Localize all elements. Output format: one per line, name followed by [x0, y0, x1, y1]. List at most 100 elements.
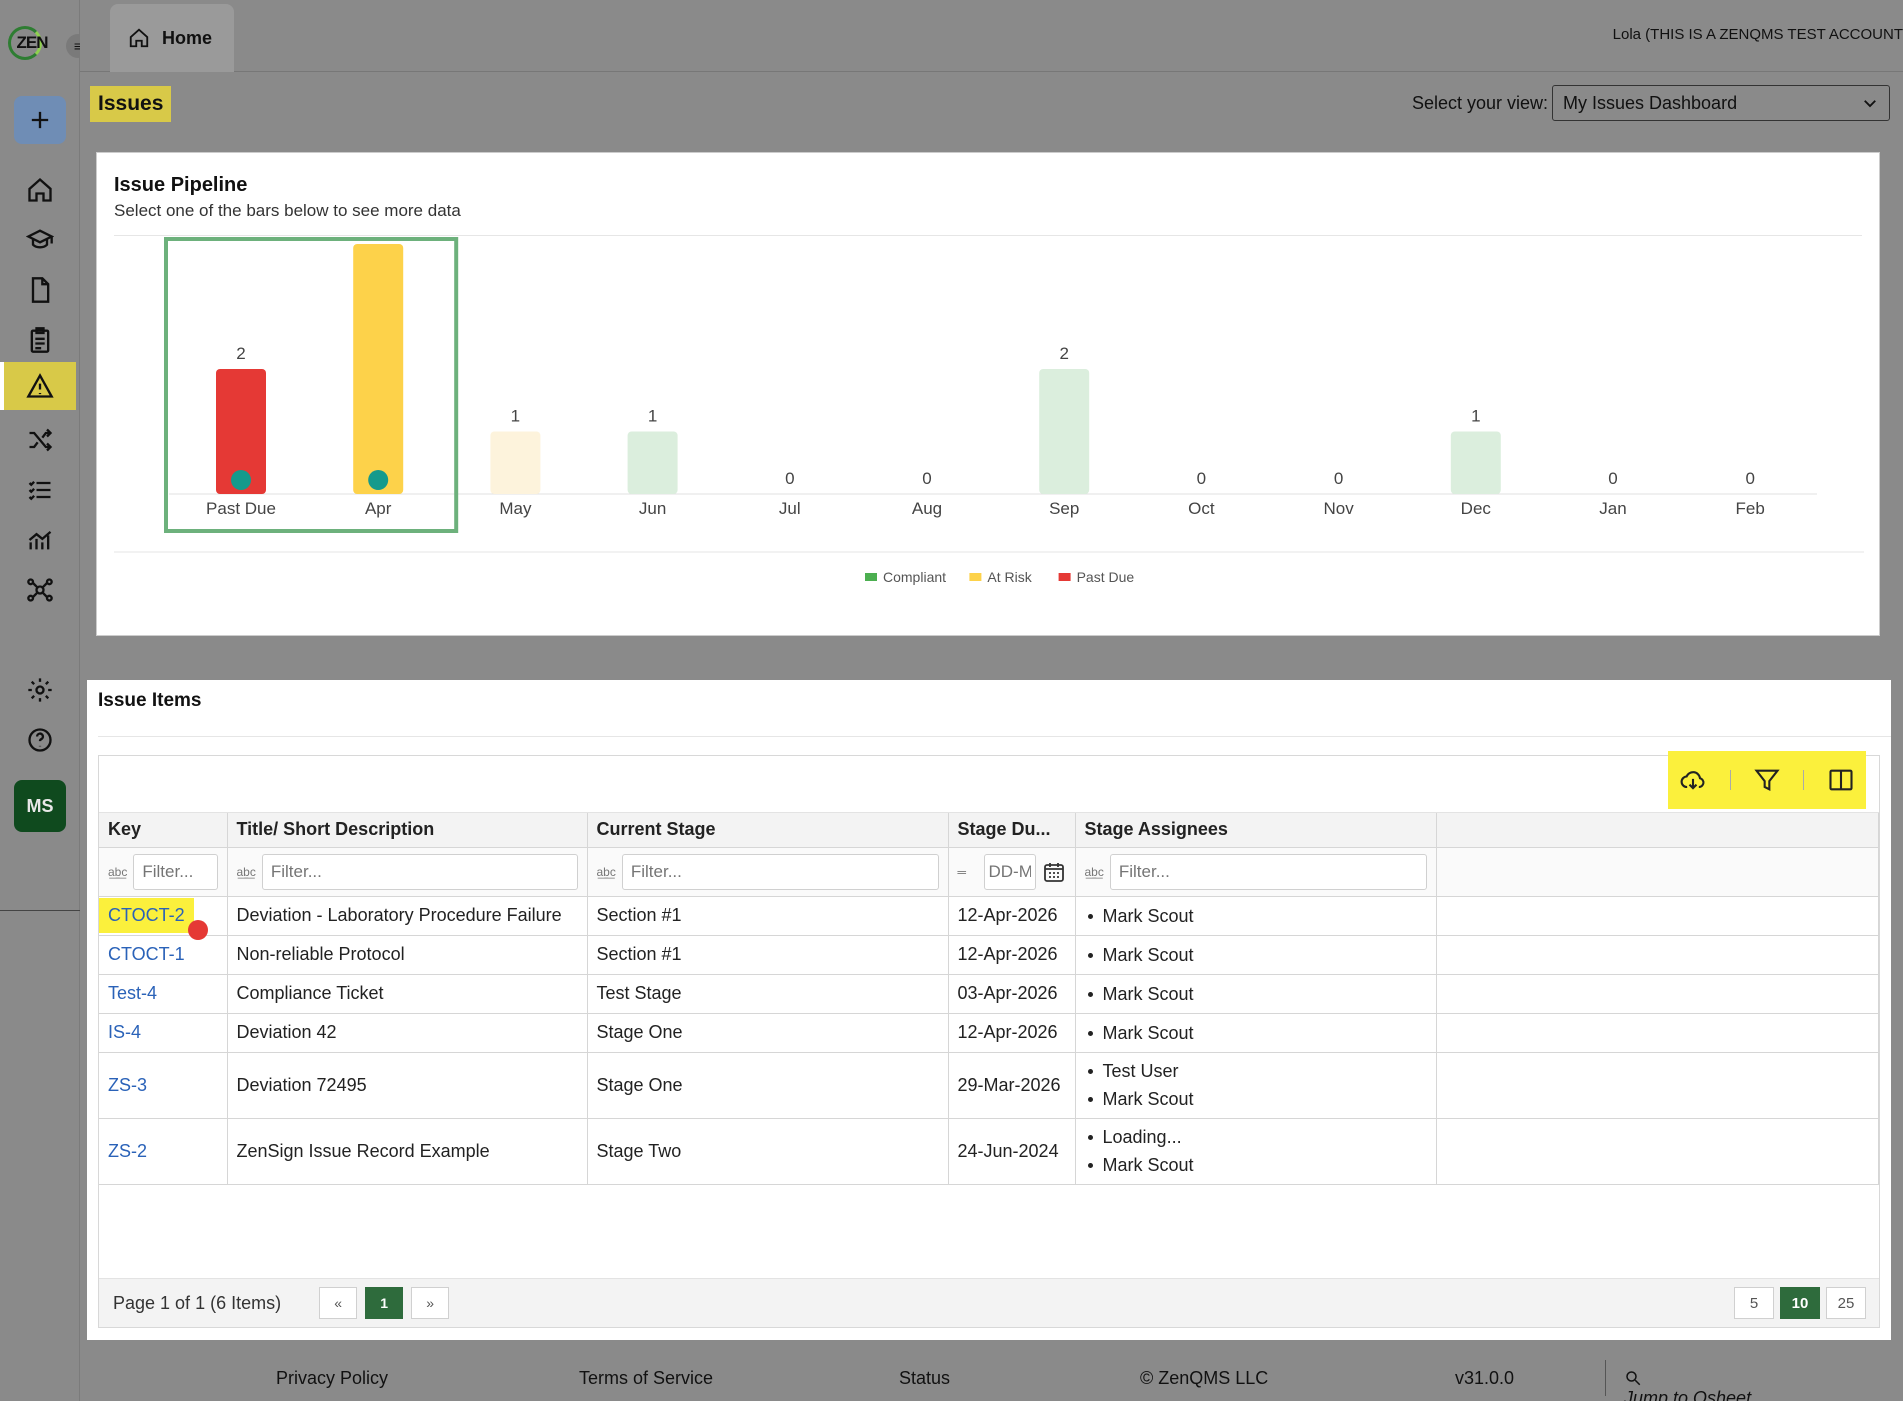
chart-bar[interactable]: [490, 431, 541, 495]
chart-data-label: 1: [648, 407, 657, 426]
pager-page-button[interactable]: 1: [365, 1287, 404, 1319]
page-size-25[interactable]: 25: [1826, 1287, 1866, 1319]
status-link[interactable]: Status: [899, 1368, 951, 1388]
page-size-5[interactable]: 5: [1734, 1287, 1774, 1319]
network-hub-icon[interactable]: [14, 566, 66, 614]
issue-key-link[interactable]: IS-4: [108, 1022, 142, 1042]
chart-bar[interactable]: [1039, 369, 1090, 494]
issue-key-link[interactable]: ZS-3: [108, 1074, 148, 1095]
table-row[interactable]: Test-4 Compliance Ticket Test Stage 03-A…: [99, 974, 1879, 1014]
footer: Privacy Policy Terms of Service Status ©…: [80, 1340, 1903, 1401]
copyright-text: © ZenQMS LLC: [1140, 1368, 1269, 1388]
jump-to-qsheet[interactable]: Jump to Qsheet: [1605, 1360, 1903, 1401]
clipboard-icon[interactable]: [14, 316, 66, 364]
chart-data-label: 1: [511, 407, 520, 426]
view-select-value: My Issues Dashboard: [1563, 93, 1738, 113]
due-date-filter-input[interactable]: [983, 853, 1036, 890]
col-header-key[interactable]: Key: [99, 813, 228, 848]
settings-gear-icon[interactable]: [14, 666, 66, 714]
table-row[interactable]: CTOCT-2 Deviation - Laboratory Procedure…: [99, 896, 1879, 940]
issue-key-link[interactable]: Test-4: [108, 983, 158, 1003]
analytics-chart-icon[interactable]: [14, 516, 66, 564]
chart-category-label: Jan: [1599, 499, 1626, 518]
text-filter-icon[interactable]: a͟b͟c: [108, 864, 128, 879]
training-cap-icon[interactable]: [14, 216, 66, 264]
issue-key-link[interactable]: ZS-2: [108, 1140, 148, 1161]
key-filter-input[interactable]: [133, 853, 218, 890]
issue-stage-cell: Test Stage: [587, 974, 949, 1014]
tab-home[interactable]: Home: [110, 4, 234, 72]
issue-due-cell: 24-Jun-2024: [948, 1118, 1076, 1185]
text-filter-icon[interactable]: a͟b͟c: [1084, 864, 1104, 879]
chart-bar[interactable]: [627, 431, 678, 495]
chart-bar[interactable]: [216, 369, 266, 494]
sidebar-divider: [0, 910, 80, 911]
checklist-icon[interactable]: [14, 466, 66, 514]
chart-data-label: 0: [922, 469, 931, 488]
view-select-dropdown[interactable]: My Issues Dashboard: [1552, 85, 1890, 121]
chart-bar[interactable]: [1450, 431, 1501, 495]
pager-prev-button[interactable]: «: [319, 1287, 358, 1319]
issue-items-title: Issue Items: [98, 690, 202, 711]
pager: Page 1 of 1 (6 Items) « 1 » 5 10 25: [99, 1278, 1879, 1327]
col-header-stage-due[interactable]: Stage Du...: [948, 813, 1076, 848]
jump-label: Jump to Qsheet: [1624, 1388, 1752, 1401]
issue-items-divider: [98, 736, 1891, 737]
calendar-icon[interactable]: [1042, 860, 1066, 884]
issue-title-cell: Compliance Ticket: [227, 974, 588, 1014]
chart-data-label: 0: [1608, 469, 1617, 488]
chart-bar[interactable]: [353, 244, 404, 494]
legend-swatch: [1058, 573, 1071, 581]
page-size-10[interactable]: 10: [1780, 1287, 1820, 1319]
issue-pipeline-card: Issue Pipeline Select one of the bars be…: [96, 152, 1880, 636]
table-row[interactable]: ZS-2 ZenSign Issue Record Example Stage …: [99, 1118, 1879, 1185]
table-row[interactable]: CTOCT-1 Non-reliable Protocol Section #1…: [99, 935, 1879, 975]
privacy-policy-link[interactable]: Privacy Policy: [276, 1368, 389, 1388]
user-account-name[interactable]: Lola (THIS IS A ZENQMS TEST ACCOUNT: [1612, 26, 1903, 43]
assignees-filter-input[interactable]: [1109, 853, 1427, 890]
shuffle-icon[interactable]: [14, 416, 66, 464]
chart-category-label: May: [499, 499, 532, 518]
assignee: Mark Scout: [1085, 902, 1427, 930]
cloud-download-icon[interactable]: [1679, 766, 1707, 794]
add-icon[interactable]: [14, 96, 66, 144]
filter-funnel-icon[interactable]: [1753, 766, 1781, 794]
equals-filter-icon[interactable]: ═: [957, 864, 967, 879]
title-filter-input[interactable]: [261, 853, 578, 890]
col-header-stage[interactable]: Current Stage: [587, 813, 949, 848]
issue-key-link[interactable]: CTOCT-1: [108, 944, 185, 964]
col-header-empty: [1436, 813, 1879, 848]
legend-label[interactable]: Past Due: [1077, 569, 1135, 585]
issue-key-link[interactable]: CTOCT-2: [108, 905, 185, 925]
user-avatar[interactable]: MS: [14, 780, 66, 832]
table-row[interactable]: IS-4 Deviation 42 Stage One 12-Apr-2026 …: [99, 1013, 1879, 1053]
home-icon[interactable]: [14, 166, 66, 214]
chart-marker-dot: [231, 470, 251, 490]
help-icon[interactable]: [14, 716, 66, 764]
chart-data-label: 0: [1334, 469, 1343, 488]
table-row[interactable]: ZS-3 Deviation 72495 Stage One 29-Mar-20…: [99, 1052, 1879, 1119]
document-icon[interactable]: [14, 266, 66, 314]
assignee: Mark Scout: [1085, 941, 1427, 969]
col-header-title[interactable]: Title/ Short Description: [227, 813, 588, 848]
chart-category-label: Dec: [1461, 499, 1492, 518]
chart-selection-box: [164, 237, 459, 533]
legend-label[interactable]: Compliant: [883, 569, 946, 585]
text-filter-icon[interactable]: a͟b͟c: [596, 864, 616, 879]
issues-warning-icon[interactable]: [0, 362, 76, 410]
zen-logo[interactable]: ZEN: [8, 26, 56, 60]
chart-data-label: 0: [785, 469, 794, 488]
stage-filter-input[interactable]: [621, 853, 939, 890]
col-header-assignees[interactable]: Stage Assignees: [1075, 813, 1437, 848]
terms-of-service-link[interactable]: Terms of Service: [579, 1368, 714, 1388]
legend-label[interactable]: At Risk: [987, 569, 1032, 585]
chevron-down-icon: [1864, 100, 1876, 108]
text-filter-icon[interactable]: a͟b͟c: [236, 864, 256, 879]
chart-data-label: 2: [1059, 344, 1068, 363]
columns-panel-icon[interactable]: [1827, 766, 1855, 794]
chart-category-label: Apr: [365, 499, 392, 518]
chart-data-label: 0: [1197, 469, 1206, 488]
sidebar: ZEN ≡ MS: [0, 0, 90, 1401]
pager-next-button[interactable]: »: [411, 1287, 450, 1319]
